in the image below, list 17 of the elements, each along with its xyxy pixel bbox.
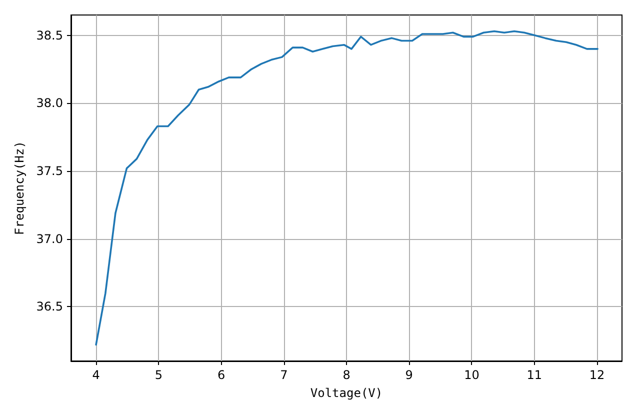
line-series [95, 30, 598, 346]
x-tick-label: 5 [154, 368, 162, 382]
x-tick-label: 4 [92, 368, 100, 382]
x-axis-title: Voltage(V) [310, 386, 383, 400]
x-tick-label: 10 [464, 368, 480, 382]
x-tick-label: 11 [526, 368, 542, 382]
y-tick-label: 38.5 [36, 28, 63, 42]
x-tick-label: 8 [342, 368, 350, 382]
y-tick-label: 36.5 [36, 300, 63, 314]
y-axis-title: Frequency(Hz) [12, 141, 26, 235]
x-tick-label: 6 [217, 368, 226, 382]
y-tick-label: 38.0 [36, 96, 63, 110]
y-tick-label: 37.5 [36, 164, 63, 178]
x-tick-label: 12 [589, 368, 605, 382]
x-tick-label: 9 [405, 368, 413, 382]
x-tick-label: 7 [280, 368, 288, 382]
y-tick-label: 37.0 [36, 232, 63, 246]
